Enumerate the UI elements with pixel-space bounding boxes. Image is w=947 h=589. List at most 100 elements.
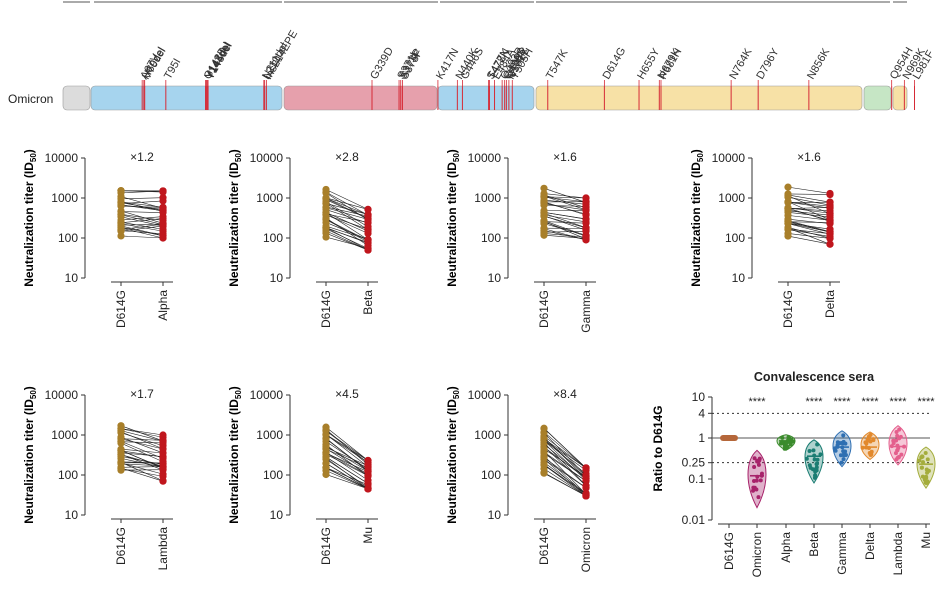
pair-line — [543, 194, 587, 208]
y-tick-label: 4 — [698, 406, 705, 420]
violin-point — [758, 478, 763, 483]
pair-line — [120, 221, 164, 230]
domain-s1 — [437, 85, 535, 111]
pair-line — [543, 432, 587, 476]
pair-line — [120, 210, 164, 224]
violin-point — [754, 487, 759, 492]
x-tick-label: Alpha — [779, 532, 793, 563]
ref-point — [784, 191, 792, 199]
pair-line — [325, 452, 369, 473]
pair-line — [325, 456, 369, 484]
pair-line — [325, 448, 369, 475]
violin-point — [899, 452, 904, 457]
pair-line — [543, 440, 587, 481]
y-tick-label: 10000 — [712, 151, 746, 165]
mutation-label: N856K — [805, 46, 833, 82]
violin-point — [818, 452, 823, 457]
ref-point — [117, 427, 125, 435]
pair-line — [787, 227, 831, 239]
pair-line — [325, 452, 369, 481]
violin-point — [787, 436, 792, 441]
pair-line — [325, 426, 369, 461]
y-tick-label: 10 — [270, 508, 284, 522]
y-axis-label: Ratio to D614G — [651, 405, 665, 491]
variant-point — [159, 219, 167, 227]
chart-title: Convalescence sera — [754, 370, 875, 384]
x-tick-label: Gamma — [835, 532, 849, 575]
violin-point — [869, 449, 874, 454]
violin-point — [871, 438, 876, 443]
y-axis-label: Neutralization titer (ID50) — [22, 149, 38, 287]
variant-point — [582, 224, 590, 232]
x-tick-label: Omicron — [750, 532, 764, 577]
pair-line — [120, 227, 164, 239]
y-tick-label: 100 — [263, 468, 283, 482]
violin-point — [894, 438, 899, 443]
violin-point — [807, 449, 812, 454]
violin-point — [756, 462, 761, 467]
ref-point — [540, 445, 548, 453]
titer-panels: 10 100 1000 10000 Neutralization titer (ID50… — [22, 149, 840, 572]
mutation-label: T95I — [162, 56, 183, 81]
violin-point — [925, 479, 930, 484]
pair-line — [120, 450, 164, 458]
y-tick-label: 10 — [488, 508, 502, 522]
violin-point — [923, 451, 928, 456]
violin-point — [751, 488, 756, 493]
x-tick-label: Mu — [361, 527, 375, 544]
y-axis-label: Neutralization titer (ID50) — [227, 386, 243, 524]
violin-point — [841, 453, 846, 458]
pair-line — [120, 225, 164, 236]
y-tick-label: 1000 — [51, 191, 78, 205]
pair-line — [120, 216, 164, 227]
domain-rbd — [283, 85, 438, 111]
mutation-label: D614G — [601, 45, 629, 81]
y-tick-label: 100 — [58, 231, 78, 245]
ref-point — [540, 218, 548, 226]
pair-line — [325, 192, 369, 221]
x-tick-label: Lambda — [891, 532, 905, 576]
pair-line — [787, 221, 831, 224]
variant-point — [826, 189, 834, 198]
violin-point — [839, 460, 844, 465]
ref-point — [117, 422, 125, 430]
pair-line — [120, 438, 164, 450]
variant-point — [582, 198, 590, 207]
pair-line — [325, 232, 369, 251]
pair-line — [543, 214, 587, 223]
mutation-label: T547K — [544, 47, 571, 82]
violin-point — [868, 432, 873, 437]
pair-line — [325, 217, 369, 246]
pair-line — [543, 221, 587, 224]
pair-line — [120, 225, 164, 232]
y-tick-label: 1 — [698, 431, 705, 445]
pair-line — [325, 207, 369, 220]
pair-line — [325, 222, 369, 240]
significance-marker: **** — [917, 396, 935, 408]
violin-point — [921, 460, 926, 465]
violin-point — [897, 427, 902, 432]
variant-point — [364, 241, 372, 250]
domain-hr2 — [863, 85, 892, 111]
violin-point — [815, 457, 820, 462]
pair-line — [120, 211, 164, 213]
x-tick-label: Beta — [807, 532, 821, 557]
y-tick-label: 0.01 — [682, 513, 706, 527]
pair-line — [120, 442, 164, 462]
variant-point — [364, 211, 372, 219]
x-tick-label: D614G — [319, 290, 333, 328]
y-tick-label: 1000 — [256, 428, 283, 442]
ref-point — [540, 208, 548, 216]
pair-line — [120, 462, 164, 482]
violin-point — [755, 458, 760, 463]
pair-line — [120, 466, 164, 468]
pair-line — [325, 191, 369, 216]
y-tick-label: 10000 — [468, 151, 502, 165]
x-tick-label: D614G — [114, 290, 128, 328]
violin-point — [920, 454, 925, 459]
pair-line — [120, 201, 164, 212]
violin-point — [811, 448, 816, 453]
pair-line — [325, 445, 369, 472]
pair-line — [787, 196, 831, 206]
violin-point — [864, 445, 869, 450]
